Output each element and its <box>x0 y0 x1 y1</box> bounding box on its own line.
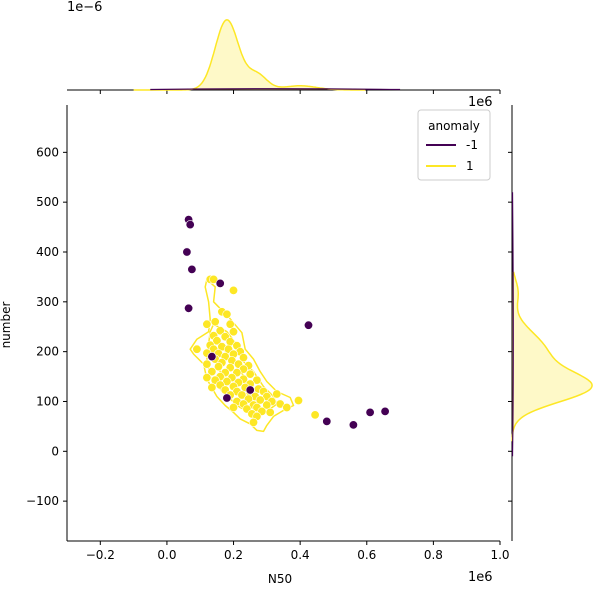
point-anomaly-1 <box>239 353 249 363</box>
main-scatter-plot <box>182 215 390 433</box>
axes: −0.2 0.0 0.2 0.4 0.6 0.8 1.0 −100 0 100 200 300 400 5… <box>26 105 510 562</box>
point-anomaly-1 <box>237 390 247 400</box>
x-axis-label: N50 <box>268 572 292 586</box>
point-anomaly-neg1 <box>222 393 232 403</box>
point-anomaly-1 <box>214 362 224 372</box>
point-anomaly-1 <box>265 407 275 417</box>
y-tick-label: 0 <box>51 444 59 458</box>
legend: anomaly -1 1 <box>417 109 491 181</box>
x-tick-label: 0.8 <box>424 548 443 562</box>
top-marginal-offset-label: 1e−6 <box>67 0 102 15</box>
y-tick-label: 600 <box>36 145 59 159</box>
point-anomaly-neg1 <box>322 416 332 426</box>
x-tick-label: 0.2 <box>224 548 243 562</box>
point-anomaly-1 <box>255 395 265 405</box>
y-tick-label: 400 <box>36 245 59 259</box>
point-anomaly-1 <box>225 319 235 329</box>
point-anomaly-1 <box>202 359 212 369</box>
point-anomaly-neg1 <box>348 420 358 430</box>
point-anomaly-1 <box>249 417 259 427</box>
top-marginal-fill-1 <box>133 19 367 90</box>
point-anomaly-neg1 <box>187 264 197 274</box>
point-anomaly-1 <box>262 400 272 410</box>
legend-title: anomaly <box>428 119 480 133</box>
x-tick-label: 0.4 <box>291 548 310 562</box>
point-anomaly-1 <box>229 402 239 412</box>
point-anomaly-1 <box>209 274 219 284</box>
y-tick-label: 100 <box>36 394 59 408</box>
point-anomaly-neg1 <box>365 407 375 417</box>
point-anomaly-1 <box>222 309 232 319</box>
point-anomaly-neg1 <box>184 303 194 313</box>
scatter-points <box>182 215 390 430</box>
point-anomaly-neg1 <box>303 320 313 330</box>
kde-contour <box>189 278 295 433</box>
x-tick-label: 1.0 <box>490 548 509 562</box>
point-anomaly-1 <box>293 395 303 405</box>
point-anomaly-1 <box>202 373 212 383</box>
right-marginal-curve-1 <box>511 271 593 442</box>
point-anomaly-neg1 <box>182 247 192 257</box>
point-anomaly-1 <box>310 410 320 420</box>
x-tick-label: 0.0 <box>157 548 176 562</box>
point-anomaly-neg1 <box>185 220 195 230</box>
y-tick-label: 300 <box>36 295 59 309</box>
point-anomaly-1 <box>207 382 217 392</box>
y-tick-label: 500 <box>36 195 59 209</box>
x-tick-label: −0.2 <box>86 548 115 562</box>
point-anomaly-1 <box>272 389 282 399</box>
point-anomaly-1 <box>192 344 202 354</box>
legend-label-neg1: -1 <box>466 138 478 152</box>
x-tick-label: 0.6 <box>357 548 376 562</box>
right-marginal-plot <box>508 105 593 541</box>
point-anomaly-1 <box>215 326 225 336</box>
point-anomaly-1 <box>207 367 217 377</box>
point-anomaly-neg1 <box>207 352 217 362</box>
y-offset-label: 1e6 <box>468 95 493 110</box>
x-offset-label: 1e6 <box>468 570 493 585</box>
point-anomaly-1 <box>252 375 262 385</box>
point-anomaly-1 <box>210 317 220 327</box>
point-anomaly-1 <box>245 369 255 379</box>
legend-label-1: 1 <box>466 159 474 173</box>
y-tick-label: 200 <box>36 345 59 359</box>
point-anomaly-neg1 <box>215 278 225 288</box>
point-anomaly-1 <box>229 285 239 295</box>
point-anomaly-1 <box>282 402 292 412</box>
top-marginal-plot <box>67 19 501 94</box>
point-anomaly-neg1 <box>245 385 255 395</box>
point-anomaly-1 <box>202 319 212 329</box>
top-marginal-curve-neg1 <box>150 88 401 91</box>
point-anomaly-1 <box>229 327 239 337</box>
point-anomaly-neg1 <box>380 406 390 416</box>
y-axis-label: number <box>0 302 13 349</box>
right-marginal-curve-neg1 <box>511 192 514 457</box>
point-anomaly-1 <box>212 336 222 346</box>
y-tick-label: −100 <box>26 494 59 508</box>
